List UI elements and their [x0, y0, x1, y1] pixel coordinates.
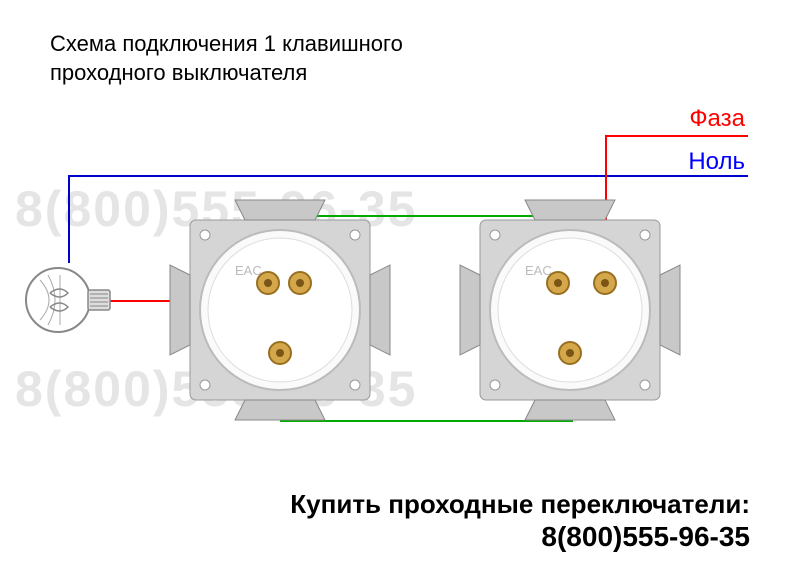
switch-1: EAC [165, 195, 395, 425]
title-line-2: проходного выключателя [50, 60, 307, 85]
cta-text: Купить проходные переключатели: [290, 489, 750, 520]
switch-plate-icon: EAC [165, 195, 395, 425]
title-line-1: Схема подключения 1 клавишного [50, 31, 403, 56]
null-wire-down [68, 175, 70, 263]
phase-wire [605, 135, 748, 137]
null-label: Ноль [688, 148, 745, 176]
phone-number: 8(800)555-96-35 [541, 521, 750, 553]
diagram-title: Схема подключения 1 клавишного проходног… [50, 30, 403, 87]
null-wire [68, 175, 748, 177]
switch-2: EAC [455, 195, 685, 425]
svg-text:EAC: EAC [525, 263, 552, 278]
switch-plate-icon: EAC [455, 195, 685, 425]
svg-text:EAC: EAC [235, 263, 262, 278]
light-bulb-icon [20, 255, 120, 350]
phase-label: Фаза [689, 105, 745, 133]
